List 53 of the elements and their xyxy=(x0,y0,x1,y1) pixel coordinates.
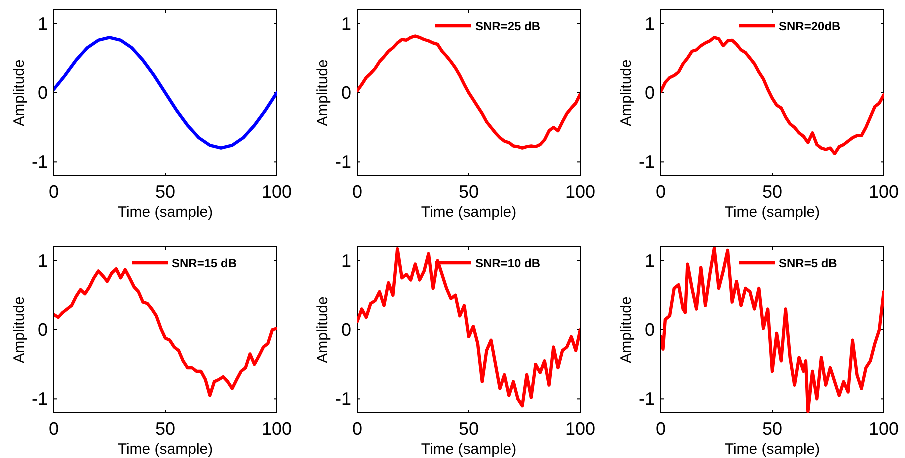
y-tick-label: 1 xyxy=(341,14,352,34)
x-axis-title: Time (sample) xyxy=(421,204,517,221)
y-tick-label: -1 xyxy=(638,389,655,410)
x-tick-label: 100 xyxy=(868,419,900,439)
y-tick-label: 1 xyxy=(38,14,48,34)
y-axis-title: Amplitude xyxy=(11,60,28,126)
y-tick-label: -1 xyxy=(335,389,352,410)
x-axis-title: Time (sample) xyxy=(724,441,820,458)
x-tick-label: 50 xyxy=(458,419,480,439)
x-tick-label: 100 xyxy=(868,182,900,202)
line-series xyxy=(358,247,580,408)
y-axis-title: Amplitude xyxy=(314,296,332,364)
x-axis-title: Time (sample) xyxy=(118,441,214,458)
line-series xyxy=(661,36,884,156)
y-axis-title: Amplitude xyxy=(618,60,635,126)
x-tick-label: 50 xyxy=(458,182,480,202)
x-tick-label: 100 xyxy=(565,419,596,439)
x-axis-title: Time (sample) xyxy=(118,204,214,221)
line-series xyxy=(661,247,884,413)
y-tick-label: 0 xyxy=(644,83,655,103)
y-tick-label: -1 xyxy=(638,152,655,172)
y-tick-label: 1 xyxy=(341,250,352,271)
x-tick-label: 100 xyxy=(565,182,596,202)
y-tick-label: 0 xyxy=(38,83,48,103)
y-tick-label: -1 xyxy=(32,152,48,172)
x-axis-title: Time (sample) xyxy=(724,204,820,221)
x-tick-label: 50 xyxy=(762,182,783,202)
y-tick-label: 1 xyxy=(644,250,655,271)
y-tick-label: 1 xyxy=(644,14,655,34)
x-tick-label: 100 xyxy=(262,182,292,202)
y-tick-label: 0 xyxy=(644,320,655,340)
y-axis-title: Amplitude xyxy=(618,296,635,364)
line-series xyxy=(54,268,277,398)
line-series xyxy=(358,34,580,150)
y-tick-label: 0 xyxy=(341,320,352,340)
x-tick-label: 50 xyxy=(155,182,176,202)
legend-label: SNR=15 dB xyxy=(172,256,238,270)
x-axis-title: Time (sample) xyxy=(421,441,517,458)
x-tick-label: 100 xyxy=(262,419,292,439)
y-tick-label: -1 xyxy=(335,152,352,172)
line-series xyxy=(54,36,277,150)
y-axis-title: Amplitude xyxy=(11,296,28,364)
y-axis-title: Amplitude xyxy=(314,60,332,126)
legend-label: SNR=5 dB xyxy=(779,256,838,270)
y-tick-label: -1 xyxy=(32,389,48,410)
y-tick-label: 1 xyxy=(38,250,48,271)
x-tick-label: 50 xyxy=(762,419,783,439)
x-tick-label: 50 xyxy=(155,419,176,439)
legend-label: SNR=10 dB xyxy=(476,256,541,270)
y-tick-label: 0 xyxy=(341,83,352,103)
legend-label: SNR=20dB xyxy=(779,20,842,34)
y-tick-label: 0 xyxy=(38,320,48,340)
legend-label: SNR=25 dB xyxy=(476,20,541,34)
